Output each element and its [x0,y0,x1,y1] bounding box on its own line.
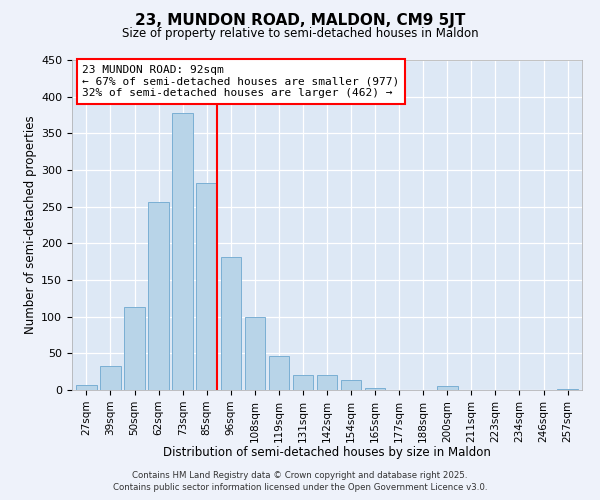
Bar [317,376,337,390]
Bar [221,258,241,390]
Bar [76,385,97,390]
Y-axis label: Number of semi-detached properties: Number of semi-detached properties [24,116,37,334]
Text: Size of property relative to semi-detached houses in Maldon: Size of property relative to semi-detach… [122,28,478,40]
Bar [196,183,217,390]
Bar [245,316,265,390]
Text: Contains HM Land Registry data © Crown copyright and database right 2025.
Contai: Contains HM Land Registry data © Crown c… [113,471,487,492]
Bar [341,380,361,390]
Text: 23, MUNDON ROAD, MALDON, CM9 5JT: 23, MUNDON ROAD, MALDON, CM9 5JT [135,12,465,28]
Bar [293,374,313,390]
Bar [172,113,193,390]
Bar [365,388,385,390]
Bar [100,366,121,390]
Text: 23 MUNDON ROAD: 92sqm
← 67% of semi-detached houses are smaller (977)
32% of sem: 23 MUNDON ROAD: 92sqm ← 67% of semi-deta… [82,65,400,98]
Bar [148,202,169,390]
Bar [437,386,458,390]
Bar [124,307,145,390]
X-axis label: Distribution of semi-detached houses by size in Maldon: Distribution of semi-detached houses by … [163,446,491,459]
Bar [269,356,289,390]
